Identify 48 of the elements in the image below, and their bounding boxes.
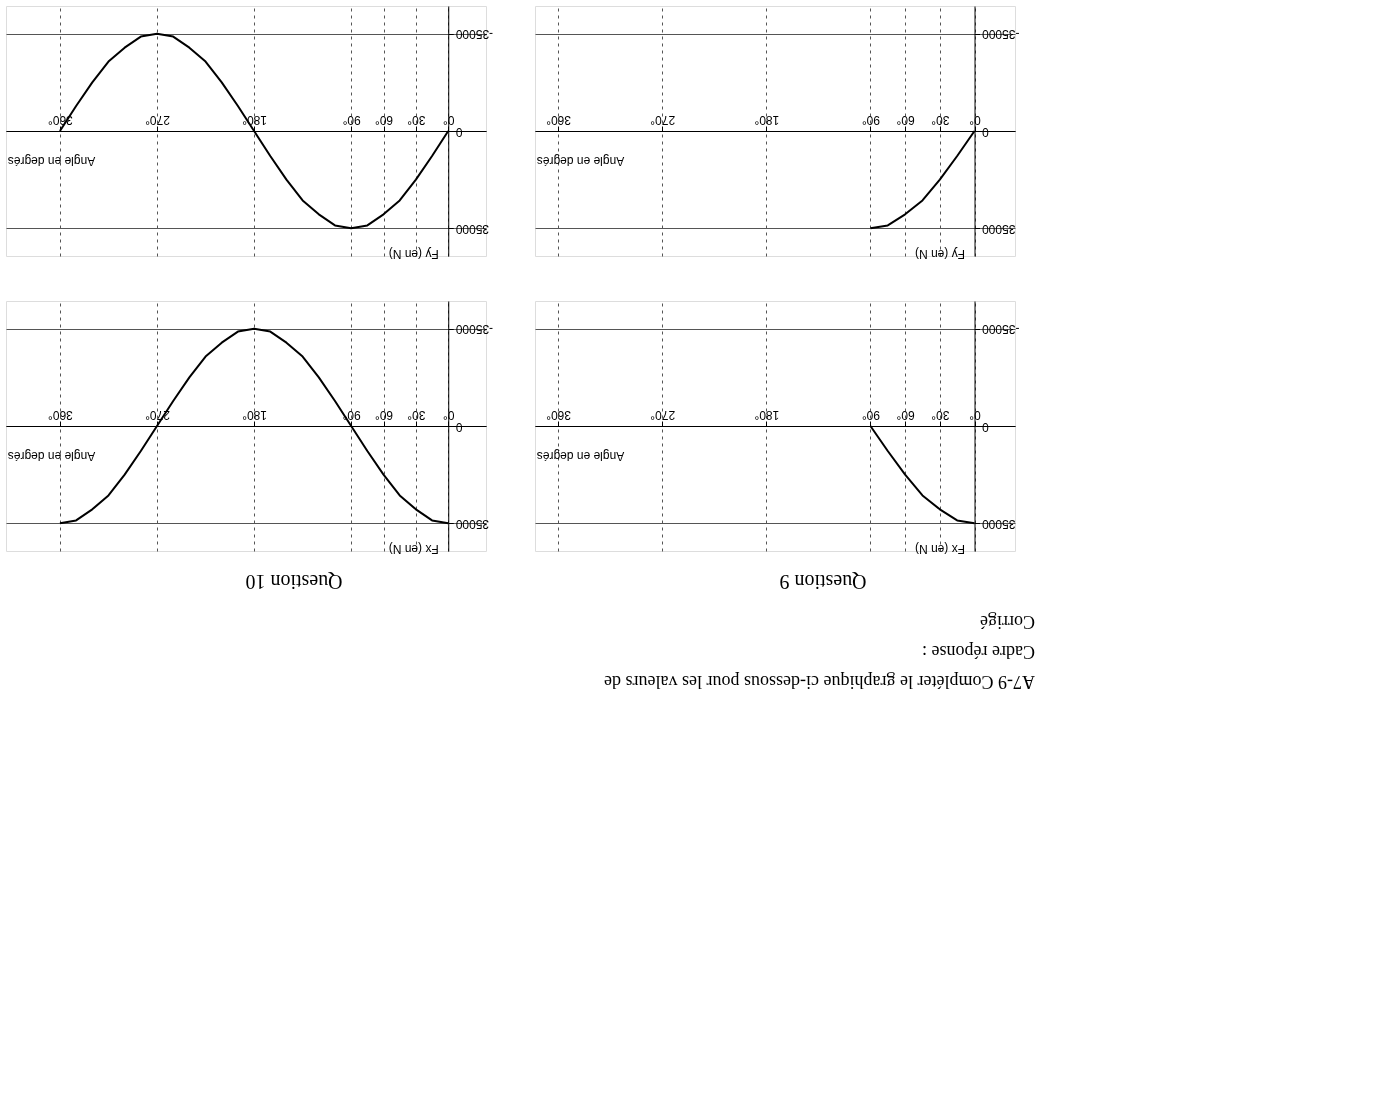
x-tick-label: 60° (374, 112, 394, 127)
y-tick-label: 35000 (455, 516, 490, 531)
y-tick-label: 35000 (981, 516, 1016, 531)
x-tick-label: 360° (47, 407, 73, 422)
x-tick-label: 30° (407, 407, 426, 422)
x-axis-title: Angle en degrés (7, 448, 96, 463)
y-tick-label: -35000 (981, 27, 1020, 42)
x-tick-label: 180° (754, 407, 780, 422)
text: Question 9 (779, 571, 867, 593)
y-tick-label: -35000 (455, 322, 494, 337)
text: Corrigé (980, 612, 1035, 632)
x-axis-title: Angle en degrés (7, 153, 96, 168)
x-tick-label: 30° (931, 407, 950, 422)
y-axis-title: Fx (en N) (388, 541, 439, 556)
x-tick-label: 270° (650, 112, 676, 127)
x-tick-label: 180° (754, 112, 780, 127)
text: A7-9 Compléter le graphique ci-dessous pour les valeurs de (604, 672, 1035, 692)
y-tick-label: -35000 (981, 322, 1020, 337)
x-tick-label: 0° (969, 112, 981, 127)
y-tick-label: 35000 (981, 221, 1016, 236)
x-tick-label: 90° (861, 112, 880, 127)
x-tick-label: 30° (407, 112, 426, 127)
x-tick-label: 60° (374, 407, 394, 422)
y-axis-title: Fx (en N) (915, 541, 966, 556)
x-tick-label: 0° (442, 112, 455, 127)
x-tick-label: 360° (546, 407, 572, 422)
y-tick-label: -35000 (455, 27, 494, 42)
x-tick-label: 60° (896, 407, 915, 422)
text: Question 10 (245, 571, 343, 593)
x-tick-label: 60° (896, 112, 915, 127)
x-tick-label: 30° (931, 112, 950, 127)
x-tick-label: 270° (144, 407, 170, 422)
y-axis-title: Fy (en N) (915, 246, 966, 261)
x-tick-label: 90° (861, 407, 880, 422)
x-tick-label: 90° (342, 407, 361, 422)
y-axis-title: Fy (en N) (388, 246, 439, 261)
x-tick-label: 270° (650, 407, 676, 422)
y-tick-label: 35000 (455, 221, 490, 236)
x-axis-title: Angle en degrés (536, 153, 625, 168)
x-tick-label: 0° (969, 407, 981, 422)
text: Cadre réponse : (922, 642, 1035, 662)
x-tick-label: 360° (546, 112, 572, 127)
x-tick-label: 0° (442, 407, 455, 422)
x-tick-label: 180° (241, 112, 267, 127)
x-tick-label: 90° (342, 112, 361, 127)
x-tick-label: 180° (241, 407, 267, 422)
x-tick-label: 270° (144, 112, 170, 127)
x-axis-title: Angle en degrés (536, 448, 625, 463)
